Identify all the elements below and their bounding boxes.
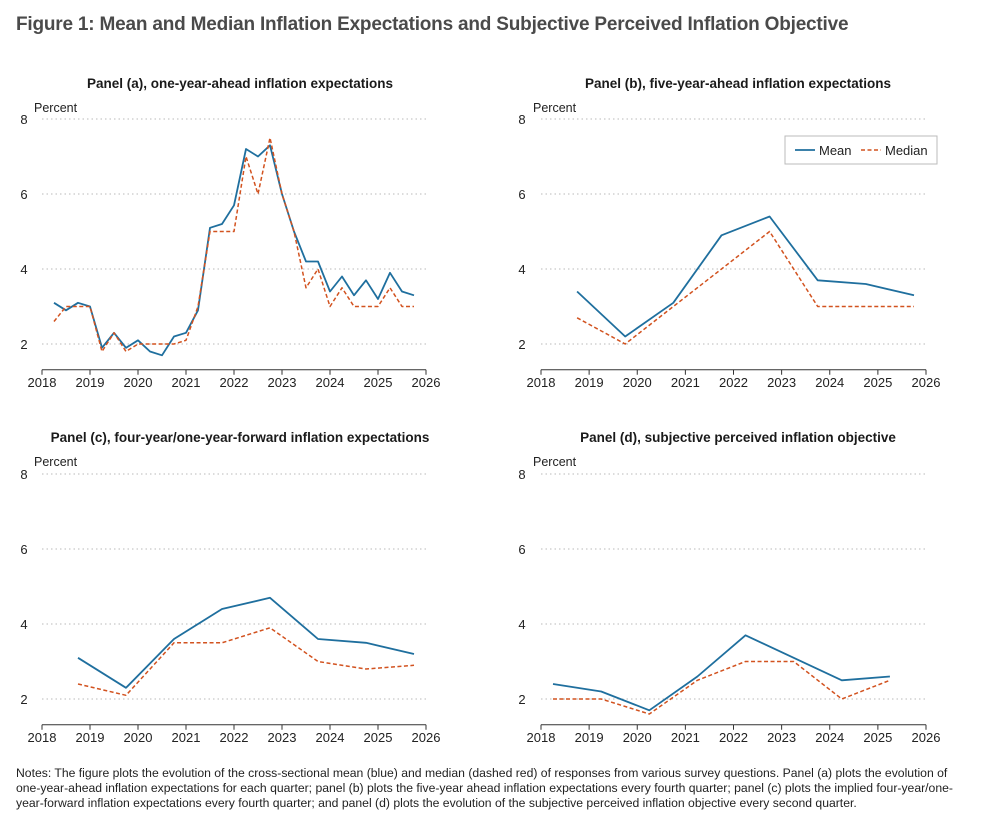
panel-a-y-tick-label: 8 xyxy=(20,112,27,127)
panel-d-x-tick-label: 2022 xyxy=(719,730,748,745)
panel-b-y-tick-label: 2 xyxy=(518,337,525,352)
panel-a-y-axis-label: Percent xyxy=(34,101,78,115)
panel-d-x-tick-label: 2019 xyxy=(575,730,604,745)
panel-d-mean-line xyxy=(552,634,890,712)
panel-d-x-tick-label: 2025 xyxy=(863,730,892,745)
panel-b-x-tick-label: 2025 xyxy=(863,375,892,390)
panel-b-mean-line xyxy=(576,215,915,338)
panel-d-y-tick-label: 2 xyxy=(518,692,525,707)
panel-b-y-tick-label: 4 xyxy=(518,262,525,277)
panel-b-x-tick-label: 2022 xyxy=(719,375,748,390)
panel-a-y-tick-label: 4 xyxy=(20,262,27,277)
panel-a-x-tick-label: 2020 xyxy=(124,375,153,390)
panel-a-x-tick-label: 2022 xyxy=(220,375,249,390)
panel-b-title: Panel (b), five-year-ahead inflation exp… xyxy=(584,76,892,91)
panel-a-title: Panel (a), one-year-ahead inflation expe… xyxy=(86,76,394,91)
panel-d-title: Panel (d), subjective perceived inflatio… xyxy=(580,430,896,445)
panel-b-x-tick-label: 2021 xyxy=(671,375,700,390)
panel-a-x-tick-label: 2023 xyxy=(268,375,297,390)
panel-b-x-tick-label: 2026 xyxy=(912,375,941,390)
panel-d-x-tick-label: 2024 xyxy=(815,730,844,745)
panel-d-x-tick-label: 2026 xyxy=(912,730,941,745)
panel-c-title: Panel (c), four-year/one-year-forward in… xyxy=(50,430,430,445)
panel-c-y-tick-label: 4 xyxy=(20,617,27,632)
panel-c-x-tick-label: 2018 xyxy=(28,730,57,745)
panel-b-x-tick-label: 2019 xyxy=(575,375,604,390)
panel-c-x-tick-label: 2020 xyxy=(124,730,153,745)
legend-median-label: Median xyxy=(885,143,928,158)
panel-b-y-tick-label: 8 xyxy=(518,112,525,127)
panel-c-x-tick-label: 2025 xyxy=(364,730,393,745)
panel-b-x-tick-label: 2020 xyxy=(623,375,652,390)
panel-c-y-axis-label: Percent xyxy=(34,455,78,469)
panel-b-y-axis-label: Percent xyxy=(533,101,577,115)
panel-d-median-line xyxy=(553,660,891,715)
panel-c-x-tick-label: 2021 xyxy=(172,730,201,745)
panel-c-x-tick-label: 2023 xyxy=(268,730,297,745)
figure-charts: 2 4 6 8 Percent 2018 2019 2020 2021 2022 2023 2024 2… xyxy=(20,101,941,745)
panel-a-x-tick-label: 2025 xyxy=(364,375,393,390)
figure-title: Figure 1: Mean and Median Inflation Expe… xyxy=(16,14,849,35)
panel-d-y-tick-label: 8 xyxy=(518,467,525,482)
panel-c-x-tick-label: 2026 xyxy=(412,730,441,745)
panel-c-y-tick-label: 6 xyxy=(20,542,27,557)
panel-c-median-line xyxy=(77,627,415,697)
panel-a-x-tick-label: 2018 xyxy=(28,375,57,390)
legend-mean-label: Mean xyxy=(819,143,852,158)
panel-a-y-tick-label: 2 xyxy=(20,337,27,352)
panel-c-y-tick-label: 8 xyxy=(20,467,27,482)
panel-a-x-tick-label: 2024 xyxy=(316,375,345,390)
panel-c-x-tick-label: 2024 xyxy=(316,730,345,745)
panel-b-x-tick-label: 2023 xyxy=(767,375,796,390)
panel-a-mean-line xyxy=(53,144,415,357)
panel-b-median-line xyxy=(576,230,914,345)
panel-c-x-tick-label: 2019 xyxy=(76,730,105,745)
panel-b-x-tick-label: 2018 xyxy=(527,375,556,390)
figure-notes: Notes: The figure plots the evolution of… xyxy=(16,766,953,810)
panel-d-x-tick-label: 2018 xyxy=(527,730,556,745)
panel-b-y-tick-label: 6 xyxy=(518,187,525,202)
panel-a-y-tick-label: 6 xyxy=(20,187,27,202)
panel-c-x-tick-label: 2022 xyxy=(220,730,249,745)
panel-c-mean-line xyxy=(77,596,415,689)
panel-d-x-tick-label: 2020 xyxy=(623,730,652,745)
panel-a-x-tick-label: 2019 xyxy=(76,375,105,390)
panel-d-x-tick-label: 2021 xyxy=(671,730,700,745)
panel-a-x-tick-label: 2021 xyxy=(172,375,201,390)
panel-d-y-tick-label: 4 xyxy=(518,617,525,632)
panel-a-x-tick-label: 2026 xyxy=(412,375,441,390)
panel-d-x-tick-label: 2023 xyxy=(767,730,796,745)
panel-c-y-tick-label: 2 xyxy=(20,692,27,707)
panel-d-y-tick-label: 6 xyxy=(518,542,525,557)
panel-b-x-tick-label: 2024 xyxy=(815,375,844,390)
panel-d-y-axis-label: Percent xyxy=(533,455,577,469)
panel-a-median-line xyxy=(53,137,414,353)
